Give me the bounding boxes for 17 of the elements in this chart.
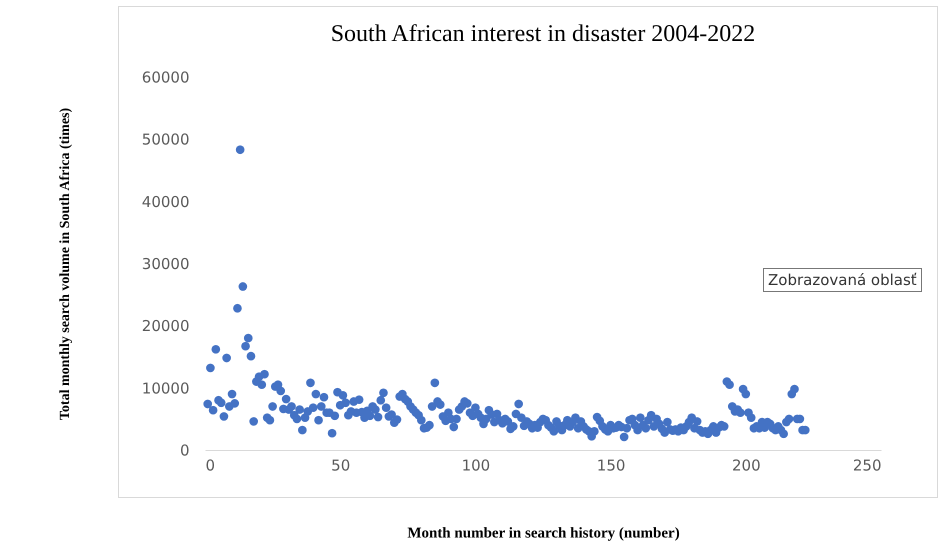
x-tick-label: 200: [732, 456, 761, 474]
x-tick-label: 250: [852, 456, 882, 474]
x-tick-label: 100: [462, 456, 490, 474]
x-tick-label: 50: [331, 456, 350, 474]
y-tick-label: 10000: [142, 379, 190, 398]
y-axis-title: Total monthly search volume in South Africa (times): [58, 108, 73, 420]
y-tick-label: 20000: [142, 317, 190, 336]
y-tick-label: 50000: [142, 130, 190, 149]
annotation: Zobrazovaná oblasť: [763, 268, 922, 292]
x-tick-label: 150: [596, 456, 626, 474]
y-tick-label: 30000: [142, 255, 190, 273]
y-tick-label: 60000: [142, 68, 190, 86]
chart-title: South African interest in disaster 2004-2022: [330, 21, 756, 47]
y-tick-label: 40000: [142, 192, 190, 211]
x-axis-title: Month number in search history (number): [407, 526, 680, 542]
x-tick-label: 0: [206, 456, 216, 474]
y-tick-label: 0: [180, 442, 190, 460]
